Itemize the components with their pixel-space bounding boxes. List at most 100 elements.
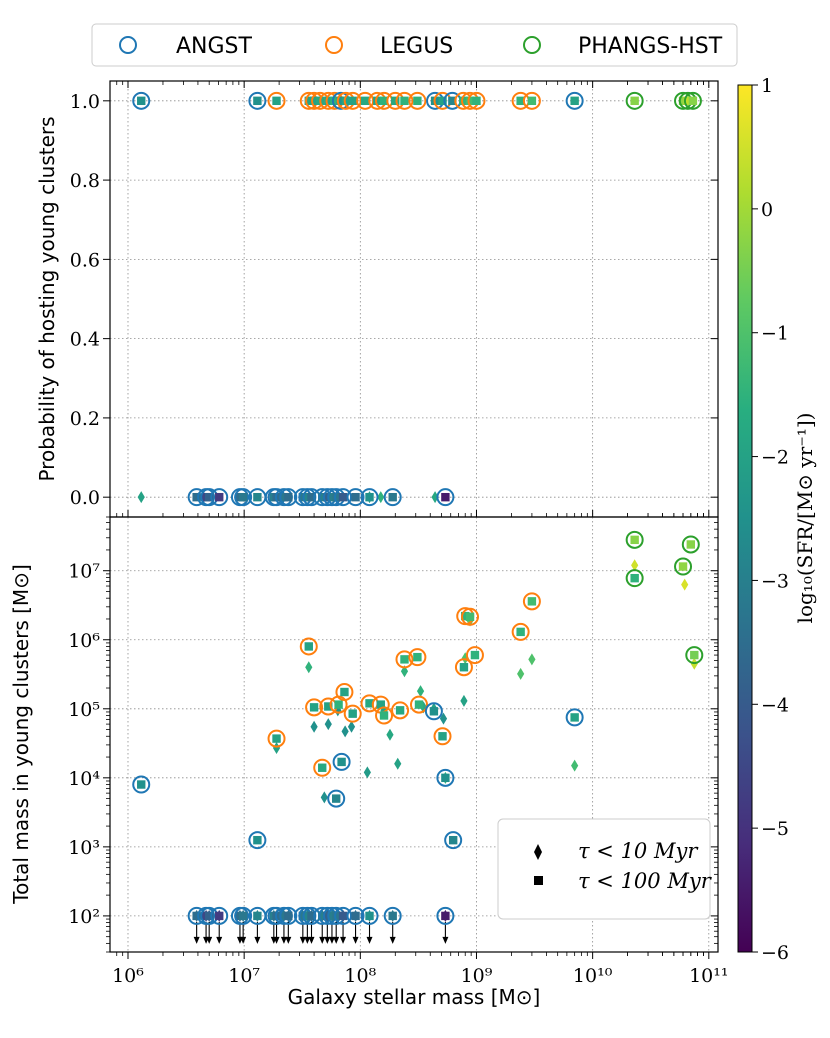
legend-label-phangs: PHANGS-HST (578, 34, 723, 59)
top-tau100-square (365, 492, 374, 502)
upper-limit-arrow (240, 921, 247, 944)
upper-limit-arrow (319, 921, 326, 944)
top-tau100-square (351, 492, 360, 502)
top-survey-circle (436, 488, 455, 507)
bottom-tau100-square (284, 911, 293, 921)
bottom-survey-circle (335, 683, 354, 702)
colorbar-tick-label: 1 (761, 75, 773, 97)
bottom-survey-circle (279, 906, 298, 925)
bottom-survey-circle (248, 831, 267, 850)
bottom-tau10-diamond (460, 694, 468, 707)
bottom-tau10-diamond (363, 766, 371, 779)
bottom-tau100-square (465, 612, 475, 622)
bottom-tau100-square (395, 706, 405, 715)
top-tau100-square (332, 492, 341, 502)
top-tau100-square (338, 492, 348, 502)
top-survey-circle (132, 91, 151, 110)
bottom-tau100-square (340, 687, 349, 697)
bottom-survey-circle (334, 906, 353, 925)
top-tau100-square (441, 492, 450, 502)
top-y-tick-label: 1.0 (70, 91, 100, 113)
legend-bottom-frame (497, 818, 711, 920)
top-tau100-square (373, 96, 382, 106)
bottom-survey-circle (332, 752, 351, 771)
top-tau100-square (327, 492, 337, 502)
upper-limit-arrow (324, 921, 331, 944)
legend-marker-legus (325, 36, 343, 54)
legend-label-tau10: τ < 10 Myr (578, 839, 699, 863)
colorbar-tick-label: 0 (761, 199, 773, 221)
upper-limit-arrow (273, 921, 280, 944)
bottom-tau100-square (630, 573, 639, 583)
bottom-tau10-diamond (419, 701, 428, 714)
bottom-survey-circle (685, 646, 704, 665)
top-tau10-diamond (431, 491, 439, 504)
bottom-tau100-square (441, 911, 450, 921)
bottom-points (132, 530, 704, 944)
bottom-tau10-diamond (631, 559, 639, 572)
bottom-y-tick-label: 10⁷ (68, 561, 100, 583)
top-ylabel: Probability of hosting young clusters (35, 116, 59, 481)
bottom-tau100-square (334, 700, 343, 709)
x-tick-label: 10⁶ (112, 965, 144, 987)
upper-limit-arrow (389, 921, 396, 944)
top-tau100-square (324, 96, 333, 106)
top-tau100-square (388, 492, 397, 502)
bottom-tau100-square (238, 911, 248, 921)
top-points (132, 91, 702, 507)
top-tau100-square (238, 492, 248, 502)
bottom-tau100-square (678, 562, 688, 571)
top-y-tick-label: 0.2 (70, 408, 100, 430)
bottom-tau100-square (272, 734, 281, 743)
bottom-survey-circle (454, 658, 473, 677)
bottom-tau100-square (527, 597, 537, 606)
bottom-tau10-diamond (305, 661, 313, 674)
top-survey-circle (395, 91, 414, 110)
bottom-tau100-square (376, 700, 385, 709)
legend-diamond-marker (534, 844, 542, 860)
bottom-tau100-square (348, 709, 357, 718)
top-tau100-square (472, 96, 481, 106)
bottom-tau100-square (204, 911, 214, 921)
bottom-tau100-square (253, 911, 262, 921)
bottom-tau100-square (309, 703, 319, 712)
top-tau100-square (309, 96, 319, 106)
bottom-tau100-square (253, 835, 262, 845)
colorbar-tick-label: −4 (761, 694, 789, 716)
bottom-tau100-square (459, 663, 469, 672)
bottom-survey-circle (313, 758, 332, 777)
top-survey-circle (625, 91, 644, 110)
bottom-tau100-square (630, 535, 639, 545)
legend-marker-phangs (523, 36, 541, 54)
top-tau10-diamond (377, 491, 385, 504)
bottom-tau100-square (686, 540, 696, 549)
top-tau100-square (279, 492, 289, 502)
bottom-survey-circle (375, 706, 394, 725)
bottom-tau100-square (332, 794, 341, 803)
top-tau100-square (272, 96, 281, 106)
upper-limit-arrow (352, 921, 359, 944)
top-survey-circle (210, 488, 229, 507)
bottom-tau100-square (414, 700, 424, 709)
top-survey-circle (346, 488, 365, 507)
legend-label-legus: LEGUS (380, 34, 453, 59)
upper-limit-arrow (328, 921, 335, 944)
bottom-tau100-square (304, 642, 313, 651)
top-tau100-square (284, 492, 293, 502)
colorbar-tick-label: −6 (761, 942, 789, 964)
bottom-survey-circle (674, 557, 693, 576)
bottom-tau100-square (448, 835, 458, 845)
bottom-tau100-square (351, 911, 360, 921)
top-y-tick-label: 0.8 (70, 170, 100, 192)
top-tau100-square (330, 96, 339, 106)
bottom-y-tick-label: 10⁵ (68, 699, 100, 721)
colorbar: 1 0 −1 −2 −3 −4 −5 −6 log₁₀(SFR/[M⊙ yr⁻¹]) (737, 75, 817, 964)
top-tau100-square (253, 96, 262, 106)
top-tau100-square (307, 492, 316, 502)
top-panel: 0.0 0.2 0.4 0.6 0.8 1.0 Probability of hostin… (35, 80, 719, 518)
bottom-survey-circle (625, 569, 644, 588)
bottom-survey-circle (210, 906, 229, 925)
top-tau100-square (527, 96, 537, 106)
colorbar-tick-label: −3 (761, 570, 789, 592)
